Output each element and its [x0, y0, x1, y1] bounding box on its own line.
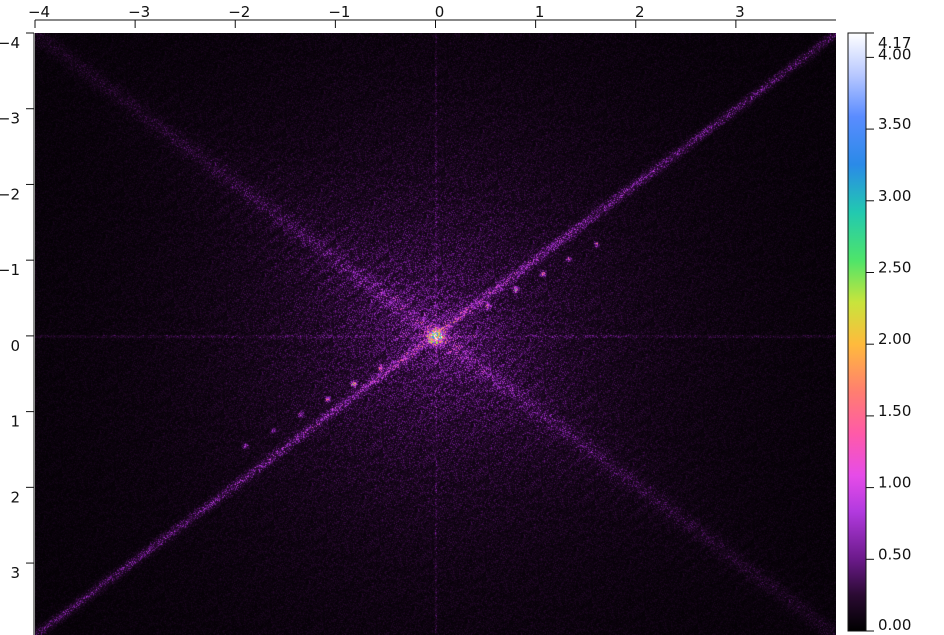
y-axis-left: −4 −3 −2 −1 0 1 2 3 — [0, 32, 35, 635]
heatmap-area — [35, 33, 836, 635]
y-tick-label: −4 — [0, 34, 20, 52]
y-tick-label: −3 — [0, 110, 20, 128]
colorbar-ticks: 0.00 0.50 1.00 1.50 2.00 2.50 3.00 3.50 4.004.17 — [866, 32, 911, 634]
x-axis-top: −4 −3 −2 −1 0 1 2 3 — [28, 3, 836, 28]
y-tick-label: −2 — [0, 185, 20, 203]
x-tick-label: 0 — [435, 3, 445, 21]
x-tick-label: 2 — [635, 3, 645, 21]
colorbar-tick-label: 0.00 — [878, 616, 911, 634]
x-tick-label: −4 — [28, 3, 50, 21]
colorbar-tick-label: 4.17 — [878, 34, 911, 52]
colorbar-tick-label: 2.50 — [878, 258, 911, 276]
y-tick-label: 2 — [10, 488, 20, 506]
x-tick-label: −2 — [228, 3, 250, 21]
colorbar: 0.00 0.50 1.00 1.50 2.00 2.50 3.00 3.50 4.004.17 — [847, 32, 911, 634]
y-tick-label: 0 — [10, 337, 20, 355]
y-tick-label: −1 — [0, 261, 20, 279]
y-tick-label: 3 — [10, 564, 20, 582]
colorbar-tick-label: 1.50 — [878, 402, 911, 420]
x-tick-label: −1 — [328, 3, 350, 21]
colorbar-tick-label: 0.50 — [878, 545, 911, 563]
colorbar-tick-label: 3.50 — [878, 115, 911, 133]
colorbar-tick-label: 2.00 — [878, 330, 911, 348]
x-tick-label: 1 — [535, 3, 545, 21]
x-tick-label: 3 — [735, 3, 745, 21]
x-tick-label: −3 — [128, 3, 150, 21]
y-tick-label: 1 — [10, 413, 20, 431]
colorbar-tick-label: 4.00 — [878, 45, 911, 63]
heatmap-canvas — [35, 33, 836, 635]
colorbar-tick-label: 1.00 — [878, 474, 911, 492]
colorbar-tick-label: 3.00 — [878, 187, 911, 205]
colorbar-gradient — [847, 32, 867, 632]
